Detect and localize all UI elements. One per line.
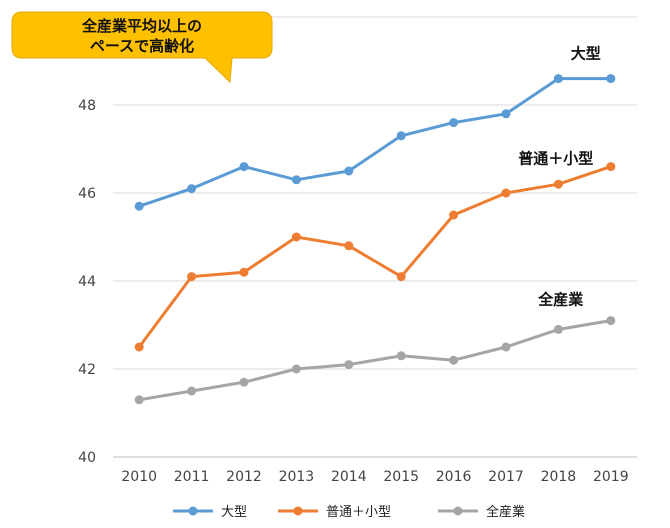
x-tick-label: 2017 [488, 469, 524, 485]
x-tick-label: 2016 [436, 469, 472, 485]
data-point [501, 342, 511, 352]
x-tick-label: 2018 [541, 469, 577, 485]
series-0 [134, 74, 616, 211]
y-axis-tick-labels: 40 42 44 46 48 [78, 98, 96, 466]
legend-marker [453, 506, 463, 516]
x-tick-label: 2012 [226, 469, 262, 485]
callout-box: 全産業平均以上の ペースで高齢化 [11, 11, 273, 84]
series-annotation: 全産業 [537, 291, 584, 309]
series-annotation: 大型 [571, 45, 601, 63]
legend-label: 普通＋小型 [326, 505, 391, 520]
data-point [449, 118, 459, 128]
legend-item: 普通＋小型 [278, 505, 391, 520]
data-point [606, 162, 616, 172]
data-point [553, 179, 563, 189]
series-line [137, 165, 612, 348]
data-point [134, 395, 144, 405]
y-tick-label: 44 [78, 274, 96, 290]
data-point [501, 109, 511, 119]
data-point [344, 166, 354, 176]
data-point [134, 342, 144, 352]
x-tick-label: 2014 [331, 469, 367, 485]
data-point [606, 74, 616, 84]
data-point [187, 386, 197, 396]
y-tick-label: 42 [78, 362, 96, 378]
data-point [239, 162, 249, 172]
x-tick-label: 2011 [174, 469, 210, 485]
legend-label: 全産業 [486, 504, 525, 520]
series-annotation: 普通＋小型 [518, 150, 593, 168]
x-tick-label: 2015 [383, 469, 419, 485]
callout-line-2: ペースで高齢化 [90, 37, 194, 55]
legend: 大型 普通＋小型 全産業 [173, 504, 525, 520]
legend-item: 全産業 [438, 504, 525, 520]
series-line [138, 319, 612, 402]
callout-line-1: 全産業平均以上の [81, 17, 202, 35]
data-point [344, 241, 354, 251]
series-2 [134, 316, 616, 405]
data-point [606, 316, 616, 326]
series-1 [134, 162, 616, 352]
series-lines [134, 74, 616, 405]
data-point [291, 232, 301, 242]
legend-label: 大型 [221, 505, 247, 520]
x-tick-label: 2013 [279, 469, 315, 485]
legend-marker [188, 506, 198, 516]
data-point [449, 210, 459, 220]
legend-marker [293, 506, 303, 516]
series-line [138, 77, 611, 208]
y-tick-label: 48 [78, 98, 96, 114]
data-point [553, 74, 563, 84]
data-point [187, 184, 197, 194]
x-axis-tick-labels: 2010 2011 2012 2013 2014 2015 2016 2017 2018 2019 [121, 469, 628, 485]
data-point [344, 360, 354, 370]
legend-item: 大型 [173, 505, 247, 520]
data-point [187, 272, 197, 282]
data-point [449, 355, 459, 365]
data-point [396, 272, 406, 282]
callout-shape [11, 11, 273, 84]
data-point [396, 131, 406, 141]
y-tick-label: 46 [78, 186, 96, 202]
data-point [239, 377, 249, 387]
data-point [239, 267, 249, 277]
x-tick-label: 2019 [593, 469, 629, 485]
data-point [291, 364, 301, 374]
data-point [553, 324, 563, 334]
data-point [501, 188, 511, 198]
x-tick-label: 2010 [121, 469, 157, 485]
data-point [134, 201, 144, 211]
y-tick-label: 40 [78, 450, 96, 466]
data-point [291, 175, 301, 185]
data-point [396, 351, 406, 361]
